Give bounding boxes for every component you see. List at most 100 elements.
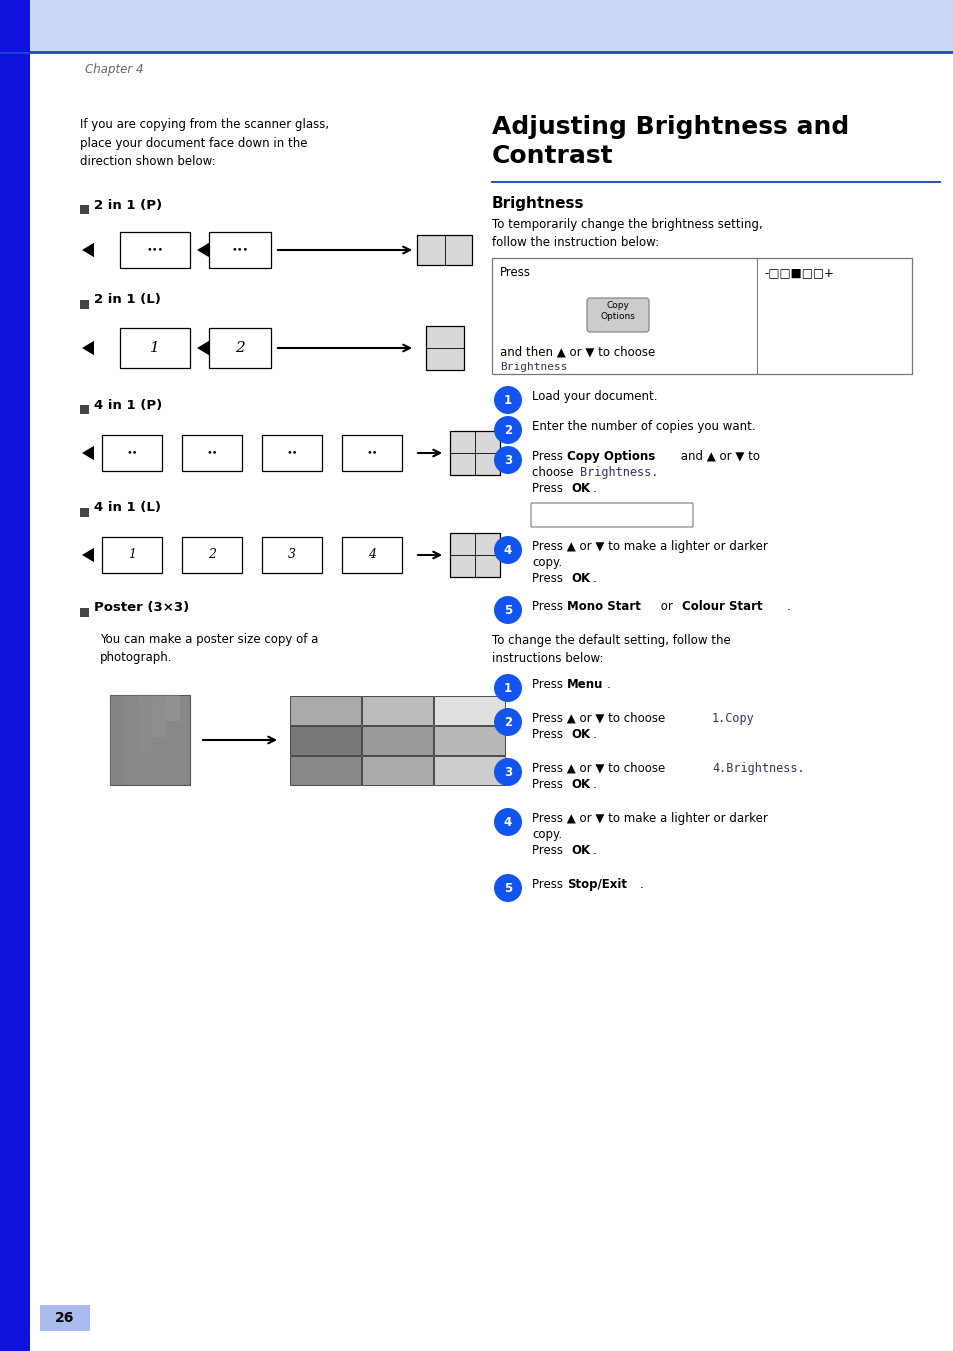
Text: 1: 1 (503, 681, 512, 694)
Text: Load your document.: Load your document. (532, 390, 657, 403)
Bar (209, 232, 271, 267)
Text: 4 in 1 (L): 4 in 1 (L) (94, 501, 161, 515)
Text: 1: 1 (503, 393, 512, 407)
Text: Copy
Options: Copy Options (600, 301, 635, 320)
Bar (417, 235, 472, 265)
Text: Press: Press (532, 678, 566, 690)
Text: .: . (593, 482, 597, 494)
FancyBboxPatch shape (531, 503, 692, 527)
Text: 4: 4 (483, 562, 491, 570)
Bar (290, 725, 360, 755)
Text: 2 in 1 (P): 2 in 1 (P) (94, 199, 162, 212)
Bar (124, 694, 138, 769)
Bar (341, 536, 401, 573)
Circle shape (494, 386, 521, 413)
Bar (182, 435, 242, 471)
Text: 4: 4 (503, 816, 512, 828)
Text: 1: 1 (150, 340, 160, 355)
Bar (102, 536, 162, 573)
Text: Press: Press (532, 844, 566, 857)
Bar (40, 1305, 90, 1331)
Text: Press: Press (532, 728, 566, 740)
Bar (80, 608, 89, 616)
Bar (209, 328, 271, 367)
Bar (426, 326, 463, 370)
Bar (120, 232, 190, 267)
Text: ••: •• (206, 449, 217, 458)
Text: 3: 3 (458, 459, 465, 469)
Polygon shape (82, 340, 94, 355)
Text: Brightness: Brightness (499, 362, 567, 372)
Bar (262, 435, 322, 471)
Text: 4: 4 (503, 543, 512, 557)
Circle shape (494, 596, 521, 624)
Text: You can make a poster size copy of a
photograph.: You can make a poster size copy of a pho… (100, 634, 318, 665)
Text: Enter the number of copies you want.: Enter the number of copies you want. (532, 420, 755, 434)
Bar (0, 51, 30, 1351)
Bar (0, 0, 30, 51)
Text: 4: 4 (368, 549, 375, 562)
Text: Press ▲ or ▼ to make a lighter or darker: Press ▲ or ▼ to make a lighter or darker (532, 812, 767, 825)
Text: 5: 5 (503, 604, 512, 616)
Bar (80, 404, 89, 413)
Text: ⇅: ⇅ (677, 508, 688, 521)
Text: •••: ••• (232, 246, 249, 254)
Bar (450, 431, 499, 476)
Bar (361, 757, 433, 785)
Text: Press: Press (532, 450, 566, 463)
Circle shape (494, 674, 521, 703)
Text: 2: 2 (458, 562, 465, 570)
Text: OK: OK (571, 482, 590, 494)
Polygon shape (82, 446, 94, 461)
Text: 2: 2 (455, 245, 462, 255)
Text: ••: •• (126, 449, 137, 458)
Text: Press: Press (532, 482, 566, 494)
Text: or: or (657, 600, 676, 613)
Polygon shape (196, 243, 209, 257)
Circle shape (494, 446, 521, 474)
Text: Menu: Menu (566, 678, 602, 690)
Text: -□□■□□+: -□□■□□+ (572, 509, 638, 520)
Bar (80, 204, 89, 213)
Bar (110, 694, 190, 785)
Text: Adjusting Brightness and
Contrast: Adjusting Brightness and Contrast (492, 115, 848, 168)
Text: 1: 1 (440, 331, 449, 343)
Text: 2: 2 (503, 716, 512, 728)
Text: ••: •• (286, 449, 297, 458)
Text: Mono Start: Mono Start (566, 600, 640, 613)
Bar (361, 725, 433, 755)
Text: .: . (606, 678, 610, 690)
Text: Stop/Exit: Stop/Exit (566, 878, 626, 892)
Text: copy.: copy. (532, 557, 561, 569)
Polygon shape (196, 340, 209, 355)
Text: .: . (593, 844, 597, 857)
Text: 1.Copy: 1.Copy (711, 712, 754, 725)
Text: and ▲ or ▼ to: and ▲ or ▼ to (677, 450, 760, 463)
Text: Press: Press (532, 778, 566, 790)
Text: Chapter 4: Chapter 4 (85, 63, 143, 77)
Text: 2: 2 (234, 340, 245, 355)
Text: .: . (786, 600, 790, 613)
Text: 2: 2 (483, 438, 491, 446)
Text: choose: choose (532, 466, 577, 480)
Text: To temporarily change the brightness setting,
follow the instruction below:: To temporarily change the brightness set… (492, 218, 762, 250)
Text: OK: OK (571, 571, 590, 585)
Polygon shape (82, 547, 94, 562)
Text: Brightness: Brightness (492, 196, 584, 211)
Circle shape (494, 874, 521, 902)
Text: 4.Brightness.: 4.Brightness. (711, 762, 803, 775)
Text: ••: •• (366, 449, 377, 458)
Bar (152, 694, 166, 738)
Text: Brightness.: Brightness. (579, 466, 658, 480)
Text: 2: 2 (208, 549, 215, 562)
Text: Press ▲ or ▼ to choose: Press ▲ or ▼ to choose (532, 712, 668, 725)
Text: -□□■□□+: -□□■□□+ (763, 266, 834, 280)
Bar (102, 435, 162, 471)
Text: .: . (593, 778, 597, 790)
Circle shape (494, 708, 521, 736)
Text: Press ▲ or ▼ to choose: Press ▲ or ▼ to choose (532, 762, 668, 775)
Bar (434, 725, 504, 755)
Text: and then ▲ or ▼ to choose: and then ▲ or ▼ to choose (499, 346, 655, 359)
Bar (120, 328, 190, 367)
Text: Poster (3×3): Poster (3×3) (94, 601, 189, 615)
